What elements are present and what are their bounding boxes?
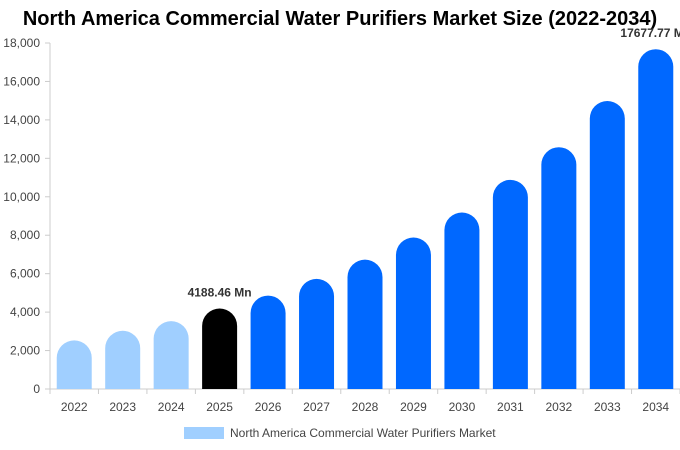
y-tick-label: 2,000 (10, 344, 40, 358)
y-axis: 0 2,000 4,000 6,000 8,000 10,000 12,000 14,000 1… (3, 36, 51, 396)
data-labels: 4188.46 Mn 17677.77 Mn (188, 26, 680, 299)
bar-2023[interactable] (105, 330, 141, 389)
y-tick-label: 12,000 (3, 151, 40, 165)
x-tick-label: 2023 (109, 400, 136, 414)
x-tick-label: 2032 (545, 400, 572, 414)
y-tick-label: 10,000 (3, 190, 40, 204)
y-tick-label: 8,000 (10, 228, 40, 242)
bar-2030[interactable] (444, 212, 480, 389)
x-tick-label: 2025 (206, 400, 233, 414)
bar-2031[interactable] (492, 179, 528, 389)
bars (56, 49, 674, 390)
data-label-2034: 17677.77 Mn (620, 26, 680, 40)
bar-2033[interactable] (589, 101, 625, 389)
x-tick-label: 2034 (642, 400, 669, 414)
legend-label[interactable]: North America Commercial Water Purifiers… (230, 426, 496, 440)
chart-title: North America Commercial Water Purifiers… (22, 8, 658, 30)
x-tick-label: 2026 (255, 400, 282, 414)
y-tick-label: 18,000 (3, 36, 40, 50)
y-tick-label: 4,000 (10, 305, 40, 319)
bar-2022[interactable] (56, 340, 92, 389)
bar-2027[interactable] (299, 278, 335, 389)
y-tick-label: 16,000 (3, 74, 40, 88)
bar-2029[interactable] (395, 237, 431, 389)
legend-swatch[interactable] (184, 427, 224, 439)
bar-2025[interactable] (202, 308, 238, 389)
bar-2026[interactable] (250, 295, 286, 389)
x-tick-label: 2028 (352, 400, 379, 414)
x-tick-label: 2024 (158, 400, 185, 414)
y-tick-label: 0 (33, 382, 40, 396)
y-tick-label: 6,000 (10, 267, 40, 281)
y-tick-label: 14,000 (3, 113, 40, 127)
bar-2034[interactable] (638, 49, 674, 390)
x-tick-label: 2029 (400, 400, 427, 414)
x-tick-label: 2027 (303, 400, 330, 414)
data-label-2025: 4188.46 Mn (188, 285, 252, 299)
x-tick-label: 2031 (497, 400, 524, 414)
bar-2024[interactable] (153, 321, 189, 389)
x-axis: 2022 2023 2024 2025 2026 2027 2028 2029 2030 2031… (49, 388, 680, 414)
x-tick-label: 2030 (449, 400, 476, 414)
x-tick-label: 2022 (61, 400, 88, 414)
legend[interactable]: North America Commercial Water Purifiers… (184, 426, 496, 440)
x-tick-label: 2033 (594, 400, 621, 414)
bar-2028[interactable] (347, 259, 383, 389)
bar-2032[interactable] (541, 147, 577, 389)
